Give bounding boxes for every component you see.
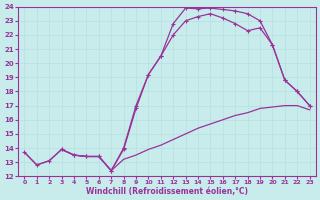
X-axis label: Windchill (Refroidissement éolien,°C): Windchill (Refroidissement éolien,°C) (86, 187, 248, 196)
